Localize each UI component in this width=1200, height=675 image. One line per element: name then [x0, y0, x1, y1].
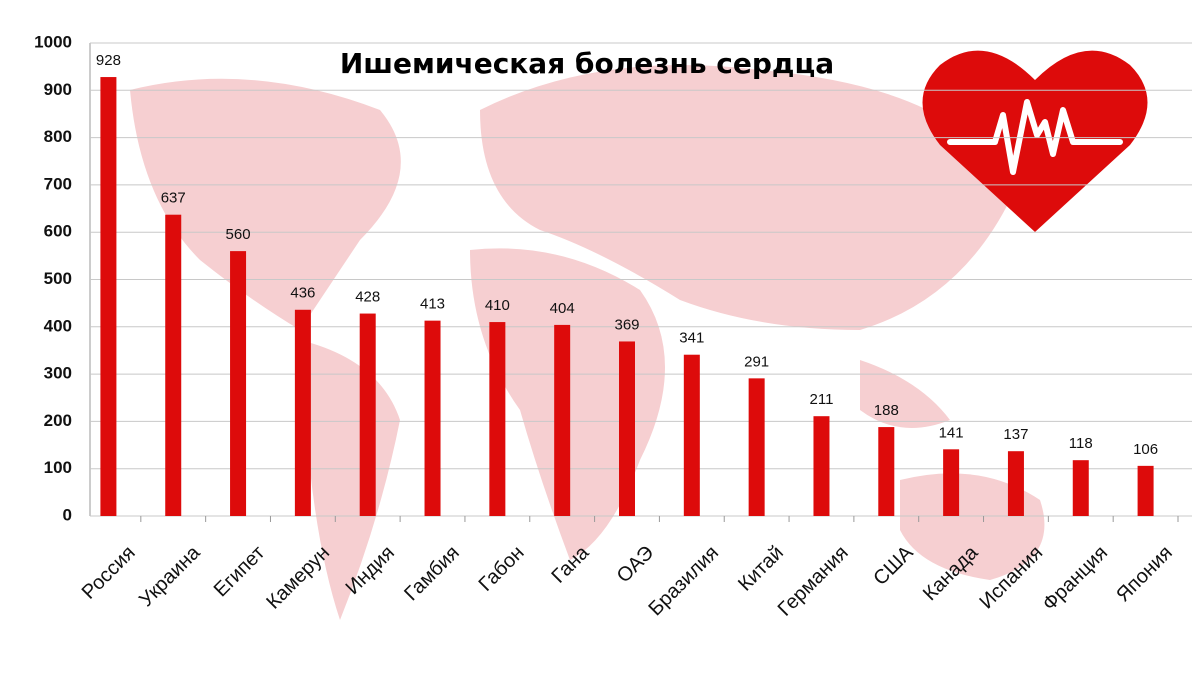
bar [489, 322, 506, 516]
x-tick-label: Украина [135, 541, 205, 611]
bar [230, 251, 247, 516]
bar [683, 354, 700, 516]
value-label: 413 [420, 296, 445, 313]
value-label: 341 [679, 330, 704, 347]
x-tick-label: Россия [78, 542, 140, 604]
x-tick-label: Франция [1039, 542, 1113, 616]
value-label: 637 [161, 190, 186, 207]
bar [748, 378, 765, 516]
bar [1072, 460, 1089, 516]
value-label: 436 [290, 285, 315, 302]
x-tick-label: Китай [734, 542, 788, 596]
y-tick-label: 700 [44, 174, 72, 193]
bar [943, 449, 960, 516]
bar [424, 320, 441, 516]
value-label: 410 [485, 297, 510, 314]
x-tick-label: ОАЭ [613, 542, 659, 588]
value-label: 428 [355, 289, 380, 306]
world-map-background [130, 65, 1045, 620]
y-tick-label: 800 [44, 127, 72, 146]
bar [294, 309, 311, 516]
value-label: 369 [614, 316, 639, 333]
y-tick-label: 100 [44, 458, 72, 477]
bar [1137, 465, 1154, 516]
x-tick-label: Камерун [262, 542, 334, 614]
bar [619, 341, 635, 516]
y-tick-label: 300 [44, 364, 72, 383]
value-label: 106 [1133, 441, 1158, 458]
bar [1007, 451, 1024, 516]
x-tick-label: Бразилия [644, 542, 723, 621]
value-label: 404 [550, 300, 575, 317]
value-label: 291 [744, 353, 769, 370]
value-label: 928 [96, 52, 121, 69]
value-label: 560 [226, 226, 251, 243]
bar [100, 77, 117, 516]
y-tick-label: 200 [44, 411, 72, 430]
x-tick-label: США [869, 541, 918, 590]
x-tick-label: Египет [210, 542, 270, 602]
heart-icon [922, 50, 1148, 233]
x-tick-label: Германия [774, 542, 853, 621]
value-label: 211 [810, 391, 834, 408]
y-tick-label: 500 [44, 269, 72, 288]
x-tick-label: Габон [475, 542, 529, 596]
value-label: 141 [939, 424, 964, 441]
value-label: 118 [1069, 435, 1093, 452]
y-tick-label: 1000 [34, 32, 72, 51]
value-label: 188 [874, 402, 899, 419]
bar [813, 416, 830, 516]
value-label: 137 [1003, 426, 1028, 443]
bar [165, 214, 182, 516]
bar [359, 313, 376, 516]
x-tick-label: Гамбия [400, 542, 464, 606]
x-tick-label: Япония [1112, 542, 1177, 607]
y-tick-label: 600 [44, 222, 72, 241]
y-tick-label: 900 [44, 80, 72, 99]
y-tick-label: 0 [63, 505, 72, 524]
y-tick-label: 400 [44, 316, 72, 335]
bar [554, 324, 571, 516]
chart-title: Ишемическая болезнь сердца [340, 47, 834, 80]
bar [878, 427, 895, 516]
